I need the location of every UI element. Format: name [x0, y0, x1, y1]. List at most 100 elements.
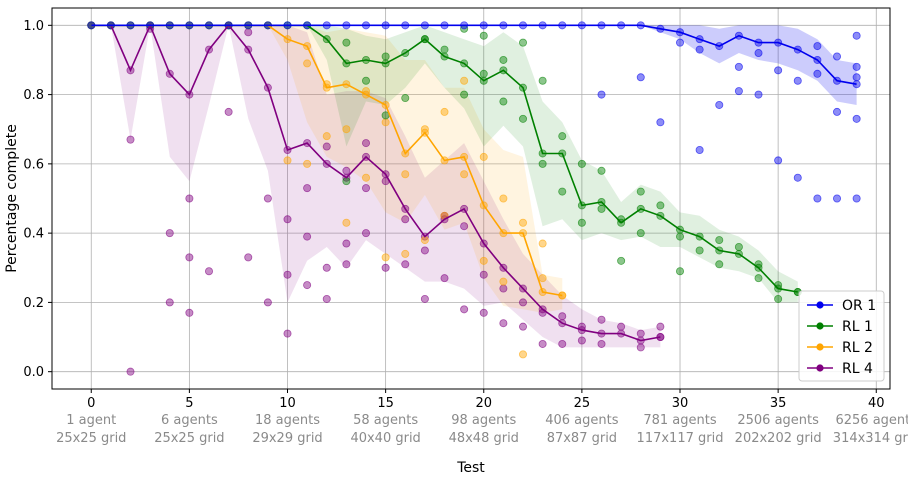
x-tick-label: 15 — [377, 396, 394, 411]
point-rl-4 — [322, 263, 331, 272]
point-or-1 — [852, 73, 861, 82]
point-rl-4 — [263, 298, 272, 307]
y-tick-label: 0.4 — [23, 227, 44, 242]
point-or-1 — [793, 76, 802, 85]
point-or-1 — [734, 62, 743, 71]
point-rl-4 — [479, 308, 488, 317]
point-rl-4 — [126, 135, 135, 144]
point-rl-1 — [460, 90, 469, 99]
point-or-1 — [754, 90, 763, 99]
point-rl-2 — [342, 125, 351, 134]
point-rl-4 — [519, 322, 528, 331]
annotation-grid: 29x29 grid — [252, 431, 322, 446]
point-rl-1 — [558, 132, 567, 141]
point-rl-4 — [420, 294, 429, 303]
annotation-grid: 314x314 grid — [833, 431, 908, 446]
point-or-1 — [734, 87, 743, 96]
annotation-agents: 1 agent — [66, 413, 116, 428]
test-annotations: 1 agent 25x25 grid 6 agents 25x25 grid 18 ag… — [56, 413, 908, 446]
legend-box — [798, 290, 885, 382]
point-rl-2 — [479, 256, 488, 265]
annotation-grid: 40x40 grid — [350, 431, 420, 446]
point-or-1 — [833, 52, 842, 61]
point-rl-1 — [342, 38, 351, 47]
point-rl-1 — [577, 218, 586, 227]
point-rl-1 — [774, 294, 783, 303]
point-rl-1 — [676, 232, 685, 241]
point-rl-2 — [479, 152, 488, 161]
point-rl-1 — [656, 201, 665, 210]
point-rl-2 — [499, 277, 508, 286]
point-rl-4 — [224, 107, 233, 116]
point-or-1 — [852, 114, 861, 123]
point-rl-2 — [303, 159, 312, 168]
y-tick-label: 0.0 — [23, 365, 44, 380]
point-rl-1 — [479, 31, 488, 40]
point-rl-2 — [460, 76, 469, 85]
confidence-bands — [91, 25, 857, 348]
annotation-grid: 202x202 grid — [735, 431, 822, 446]
point-rl-4 — [460, 222, 469, 231]
point-rl-1 — [519, 38, 528, 47]
annotation-grid: 48x48 grid — [449, 431, 519, 446]
point-rl-4 — [283, 270, 292, 279]
point-or-1 — [793, 173, 802, 182]
annotation-agents: 58 agents — [353, 413, 418, 428]
point-or-1 — [774, 66, 783, 75]
point-rl-4 — [303, 281, 312, 290]
point-rl-1 — [381, 52, 390, 61]
point-rl-2 — [519, 350, 528, 359]
point-rl-4 — [558, 339, 567, 348]
point-rl-2 — [538, 239, 547, 248]
x-tick-label: 40 — [868, 396, 885, 411]
grid — [52, 8, 890, 389]
point-rl-4 — [597, 315, 606, 324]
point-rl-4 — [342, 260, 351, 269]
point-rl-4 — [420, 246, 429, 255]
point-rl-2 — [381, 118, 390, 127]
band-or-1 — [91, 25, 857, 105]
point-rl-4 — [263, 194, 272, 203]
point-rl-4 — [362, 229, 371, 238]
x-tick-label: 0 — [87, 396, 95, 411]
point-rl-1 — [362, 76, 371, 85]
point-rl-1 — [695, 246, 704, 255]
point-rl-2 — [283, 156, 292, 165]
annotation-grid: 87x87 grid — [547, 431, 617, 446]
point-or-1 — [852, 31, 861, 40]
point-rl-4 — [322, 142, 331, 151]
point-rl-2 — [303, 59, 312, 68]
point-rl-4 — [185, 253, 194, 262]
legend-marker — [816, 301, 824, 309]
annotation-agents: 781 agents — [643, 413, 716, 428]
point-rl-2 — [519, 218, 528, 227]
point-rl-2 — [538, 274, 547, 283]
point-rl-1 — [519, 114, 528, 123]
point-rl-1 — [636, 187, 645, 196]
point-rl-1 — [715, 260, 724, 269]
band-rl-1 — [91, 25, 798, 303]
point-rl-4 — [342, 166, 351, 175]
point-rl-1 — [538, 159, 547, 168]
point-rl-4 — [283, 329, 292, 338]
point-rl-1 — [558, 187, 567, 196]
point-rl-1 — [440, 45, 449, 54]
x-tick-label: 10 — [279, 396, 296, 411]
legend-label: RL 2 — [842, 340, 873, 356]
point-rl-4 — [185, 308, 194, 317]
point-rl-4 — [617, 322, 626, 331]
point-or-1 — [833, 194, 842, 203]
point-or-1 — [636, 73, 645, 82]
point-or-1 — [715, 100, 724, 109]
point-rl-4 — [362, 139, 371, 148]
point-rl-4 — [303, 232, 312, 241]
annotation-agents: 6 agents — [161, 413, 218, 428]
point-rl-4 — [322, 294, 331, 303]
point-rl-1 — [715, 236, 724, 245]
point-rl-2 — [460, 170, 469, 179]
annotation-grid: 25x25 grid — [56, 431, 126, 446]
point-or-1 — [774, 156, 783, 165]
point-rl-4 — [636, 343, 645, 352]
point-rl-2 — [401, 170, 410, 179]
annotation-grid: 25x25 grid — [154, 431, 224, 446]
